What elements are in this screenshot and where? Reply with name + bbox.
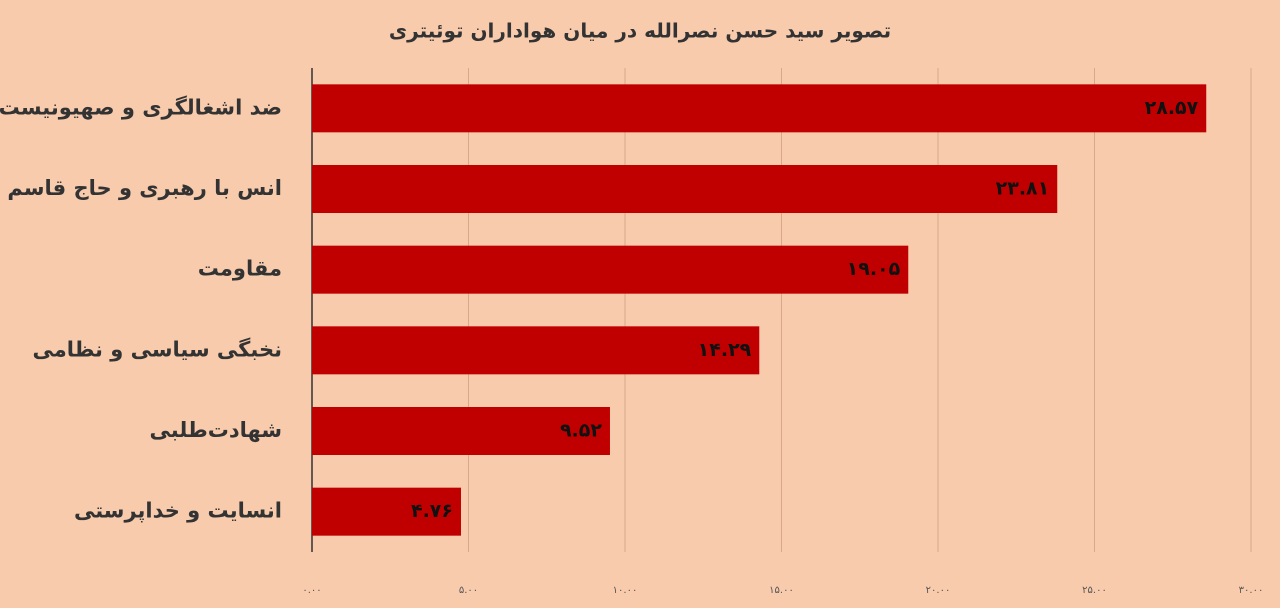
value-label: ۲۸.۵۷ [1145, 97, 1199, 119]
x-tick-label: ۱۰.۰۰ [613, 585, 638, 596]
x-tick-label: ۵.۰۰ [459, 585, 478, 596]
bar [312, 487, 461, 536]
category-label: ضد اشغالگری و صهیونیست [0, 94, 282, 119]
category-label: شهادت‌طلبی [150, 418, 282, 442]
x-tick-label: ۲۵.۰۰ [1082, 585, 1107, 596]
bar [312, 165, 1058, 213]
category-label: انسایت و خداپرستی [74, 499, 282, 523]
value-label: ۹.۵۲ [560, 420, 602, 442]
bar [312, 326, 760, 375]
x-tick-label: ۰.۰۰ [302, 585, 321, 596]
x-tick-label: ۲۰.۰۰ [926, 585, 951, 596]
chart-title: تصویر سید حسن نصرالله در میان هواداران ت… [389, 19, 891, 43]
value-label: ۲۳.۸۱ [996, 178, 1050, 200]
category-label: مقاومت [198, 257, 282, 281]
category-label: انس با رهبری و حاج قاسم [7, 176, 282, 201]
value-label: ۱۹.۰۵ [847, 258, 901, 280]
x-tick-label: ۱۵.۰۰ [769, 585, 794, 596]
bar [312, 245, 909, 294]
category-label: نخبگی سیاسی و نظامی [32, 336, 282, 361]
bar [312, 84, 1207, 133]
x-tick-label: ۳۰.۰۰ [1239, 585, 1264, 596]
value-label: ۱۴.۲۹ [698, 339, 752, 361]
bar [312, 407, 610, 455]
value-label: ۴.۷۶ [411, 500, 453, 522]
